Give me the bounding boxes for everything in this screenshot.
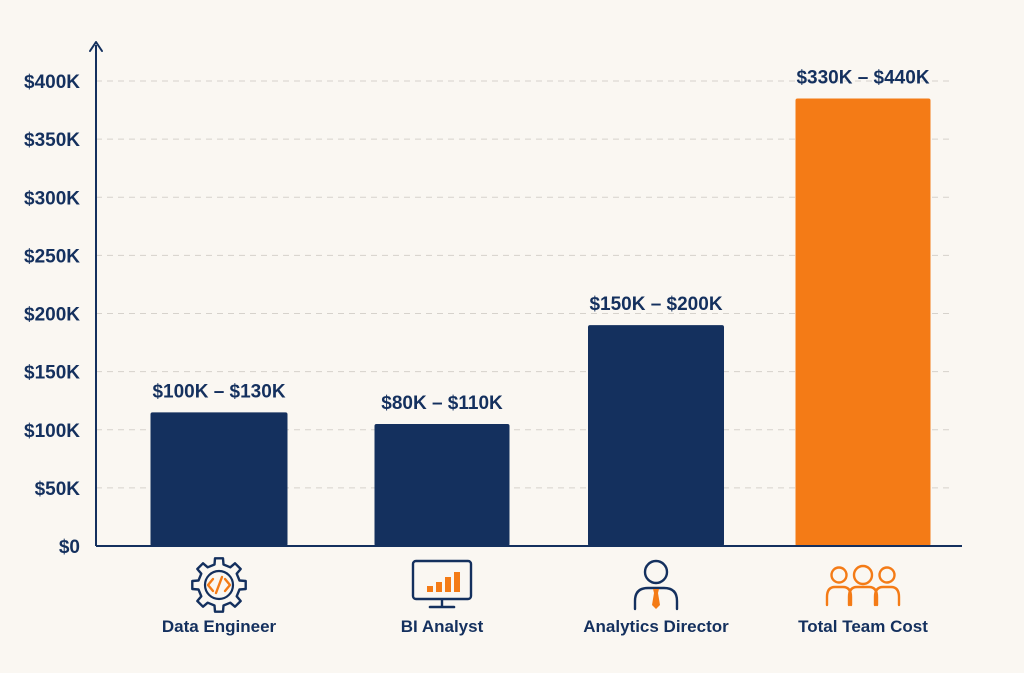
- category-labels: Data Engineer BI Analyst Analytics Directo…: [162, 617, 928, 636]
- bar-total-team-cost: [795, 98, 931, 546]
- data-label: $150K – $200K: [589, 294, 722, 315]
- axes: [89, 41, 962, 547]
- y-tick-label: $250K: [24, 246, 80, 267]
- y-tick-label: $400K: [24, 72, 80, 93]
- data-label: $80K – $110K: [381, 393, 503, 414]
- category-icons: [191, 557, 901, 613]
- person-tie-icon: [633, 559, 679, 611]
- y-tick-labels: $0 $50K $100K $150K $200K $250K $300K $350K $400…: [24, 72, 80, 558]
- y-tick-label: $300K: [24, 188, 80, 209]
- y-tick-label: $50K: [35, 479, 81, 500]
- category-label: Data Engineer: [162, 617, 277, 636]
- y-tick-label: $100K: [24, 421, 80, 442]
- y-tick-label: $200K: [24, 305, 80, 326]
- y-tick-label: $0: [59, 537, 80, 558]
- category-label: BI Analyst: [401, 617, 484, 636]
- category-label: Total Team Cost: [798, 617, 928, 636]
- y-tick-label: $150K: [24, 363, 80, 384]
- bar-analytics-director: [588, 325, 724, 546]
- bars: [150, 98, 931, 546]
- gear-code-icon: [191, 557, 247, 613]
- data-labels: $100K – $130K $80K – $110K $150K – $200K $3…: [152, 67, 929, 414]
- bar-bi-analyst: [374, 423, 510, 546]
- bar-data-engineer: [150, 412, 288, 546]
- monitor-bar-chart-icon: [411, 559, 473, 609]
- category-label: Analytics Director: [583, 617, 729, 636]
- y-tick-label: $350K: [24, 130, 80, 151]
- data-label: $100K – $130K: [152, 381, 285, 402]
- y-axis-arrow-icon: [89, 41, 103, 52]
- team-group-icon: [825, 564, 901, 607]
- data-label: $330K – $440K: [796, 67, 929, 88]
